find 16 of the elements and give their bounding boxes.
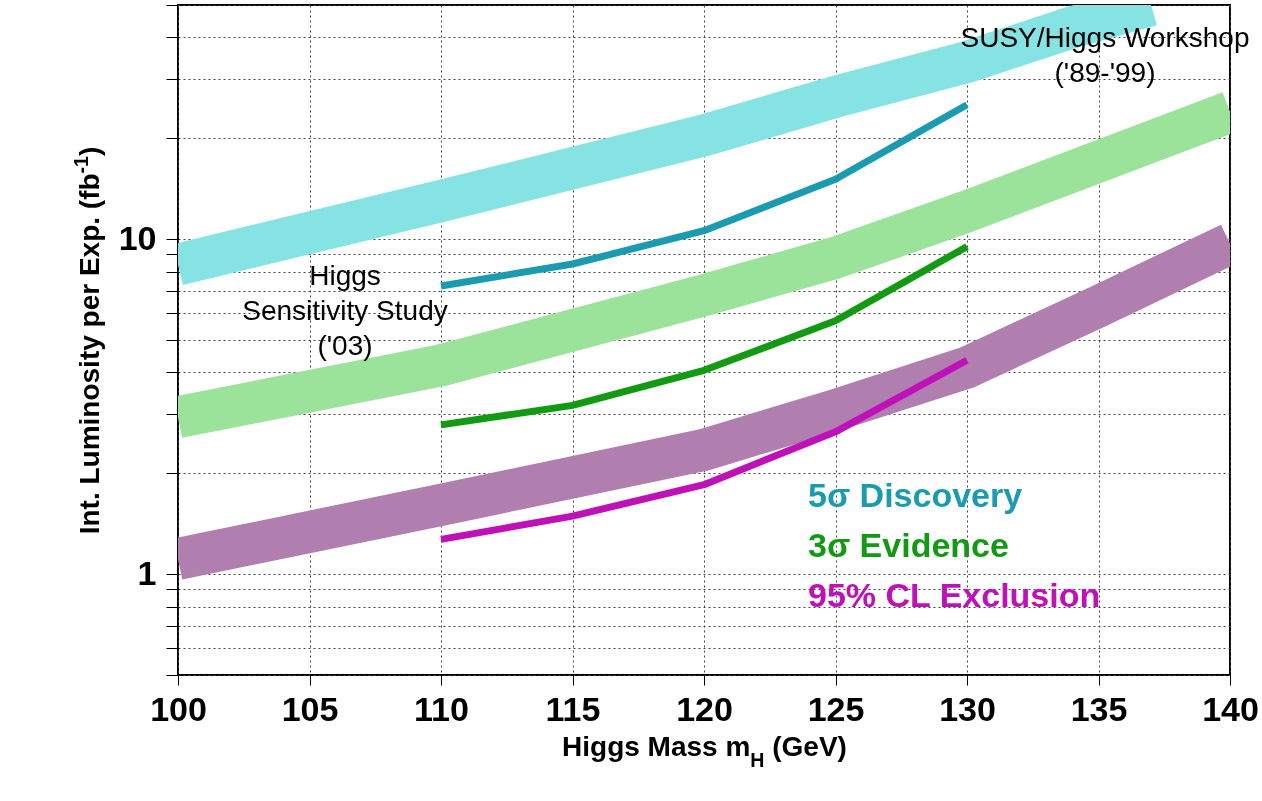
x-tick-label: 120 — [676, 689, 733, 728]
x-tick-label: 100 — [150, 689, 207, 728]
x-tick-label: 110 — [414, 689, 469, 728]
x-tick-label: 140 — [1202, 689, 1259, 728]
text: 5σ Discovery — [808, 476, 1023, 514]
text: 3σ Evidence — [808, 526, 1009, 564]
y-tick-label: 1 — [137, 553, 157, 592]
x-tick-label: 125 — [807, 689, 865, 728]
x-tick-label: 105 — [281, 689, 339, 728]
x-tick-label: 115 — [545, 689, 601, 728]
x-tick-label: 135 — [1070, 689, 1128, 728]
text: 95% CL Exclusion — [808, 576, 1101, 614]
x-axis-title: Higgs Mass m$_{H}$ (GeV) — [562, 730, 847, 771]
annotation: Higgs Sensitivity Study ('03) — [242, 260, 448, 361]
x-tick-label: 130 — [939, 689, 996, 728]
y-tick-label: 10 — [118, 218, 157, 257]
